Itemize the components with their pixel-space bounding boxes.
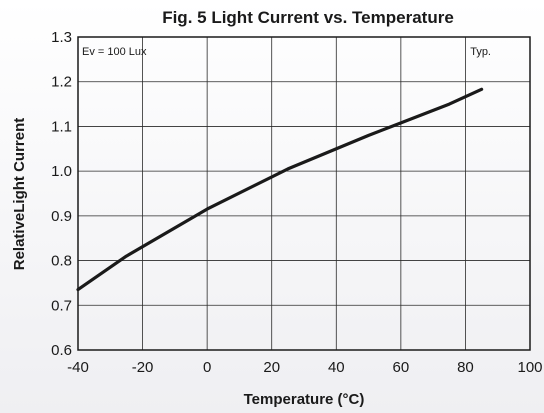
y-axis: 0.6 0.7 0.8 0.9 1.0 1.1 1.2 1.3 xyxy=(51,29,72,359)
y-tick-label: 1.3 xyxy=(51,29,72,46)
x-tick-label: 100 xyxy=(517,359,542,376)
y-axis-title: RelativeLight Current xyxy=(11,118,28,271)
x-axis: -40 -20 0 20 40 60 80 100 xyxy=(67,359,542,376)
grid xyxy=(77,36,531,351)
x-tick-label: 80 xyxy=(457,359,474,376)
y-tick-label: 0.9 xyxy=(51,208,72,225)
x-tick-label: -20 xyxy=(132,359,154,376)
x-tick-label: 0 xyxy=(203,359,211,376)
typical-annotation: Typ. xyxy=(470,46,491,58)
x-tick-label: -40 xyxy=(67,359,89,376)
y-tick-label: 0.8 xyxy=(51,253,72,270)
condition-annotation: Ev = 100 Lux xyxy=(82,46,147,58)
plot-frame xyxy=(77,36,531,351)
y-tick-label: 0.6 xyxy=(51,342,72,359)
x-axis-title: Temperature (°C) xyxy=(244,391,365,408)
x-tick-label: 20 xyxy=(263,359,280,376)
series-layer xyxy=(76,87,484,292)
series-line xyxy=(76,87,484,292)
y-tick-label: 1.0 xyxy=(51,163,72,180)
x-tick-label: 60 xyxy=(393,359,410,376)
y-tick-label: 1.2 xyxy=(51,74,72,91)
y-tick-label: 1.1 xyxy=(51,118,72,135)
plot-area xyxy=(78,37,530,350)
x-tick-label: 40 xyxy=(328,359,345,376)
y-tick-label: 0.7 xyxy=(51,297,72,314)
chart-title: Fig. 5 Light Current vs. Temperature xyxy=(162,8,454,27)
